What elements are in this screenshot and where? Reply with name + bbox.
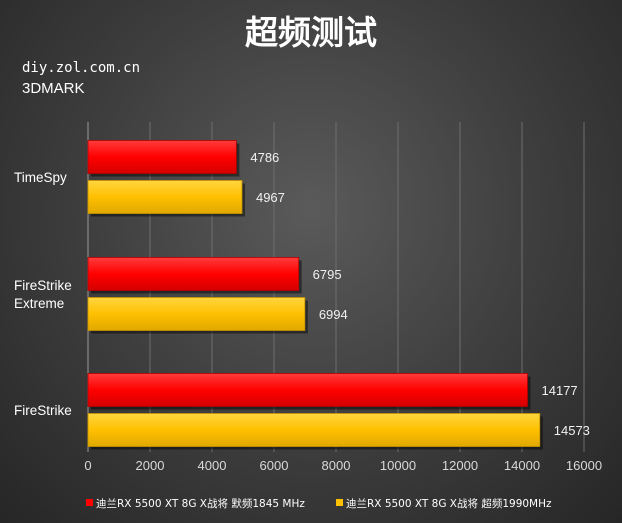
chart-title: 超频测试 — [245, 13, 377, 52]
legend-label: 迪兰RX 5500 XT 8G X战将 超频1990MHz — [346, 497, 552, 510]
gridlines — [87, 122, 585, 452]
legend-swatch — [336, 499, 343, 506]
x-tick-label: 8000 — [322, 458, 351, 473]
x-tick-label: 6000 — [260, 458, 289, 473]
legend: 迪兰RX 5500 XT 8G X战将 默频1845 MHz 迪兰RX 5500 … — [86, 497, 552, 510]
bars — [87, 140, 543, 450]
bar-oc-1 — [87, 297, 306, 331]
x-tick-label: 14000 — [504, 458, 540, 473]
bar-value-label: 6795 — [313, 267, 342, 282]
bar-default-0 — [87, 140, 237, 174]
bar-value-label: 4786 — [250, 150, 279, 165]
category-label: FireStrike — [14, 403, 72, 418]
bar-value-label: 14573 — [554, 423, 590, 438]
category-label: FireStrike — [14, 278, 72, 293]
category-labels: TimeSpy FireStrike Extreme FireStrike — [14, 170, 72, 418]
x-tick-label: 2000 — [136, 458, 165, 473]
bar-default-2 — [87, 373, 528, 407]
category-label: TimeSpy — [14, 170, 67, 185]
legend-swatch — [86, 499, 93, 506]
benchmark-label: 3DMARK — [22, 80, 85, 97]
bar-value-label: 6994 — [319, 307, 348, 322]
category-label: Extreme — [14, 296, 64, 311]
x-tick-label: 10000 — [380, 458, 416, 473]
bar-oc-2 — [87, 413, 541, 447]
data-labels: 4786 4967 6795 6994 14177 14573 — [250, 150, 590, 438]
x-axis-ticks: 0 2000 4000 6000 8000 10000 12000 14000 16000 — [84, 458, 602, 473]
bar-value-label: 4967 — [256, 190, 285, 205]
x-tick-label: 16000 — [566, 458, 602, 473]
x-tick-label: 0 — [84, 458, 91, 473]
x-tick-label: 4000 — [198, 458, 227, 473]
source-label: diy.zol.com.cn — [22, 60, 140, 76]
bar-value-label: 14177 — [541, 383, 577, 398]
legend-label: 迪兰RX 5500 XT 8G X战将 默频1845 MHz — [96, 497, 305, 510]
x-tick-label: 12000 — [442, 458, 478, 473]
bar-default-1 — [87, 257, 300, 291]
bar-oc-0 — [87, 180, 243, 214]
